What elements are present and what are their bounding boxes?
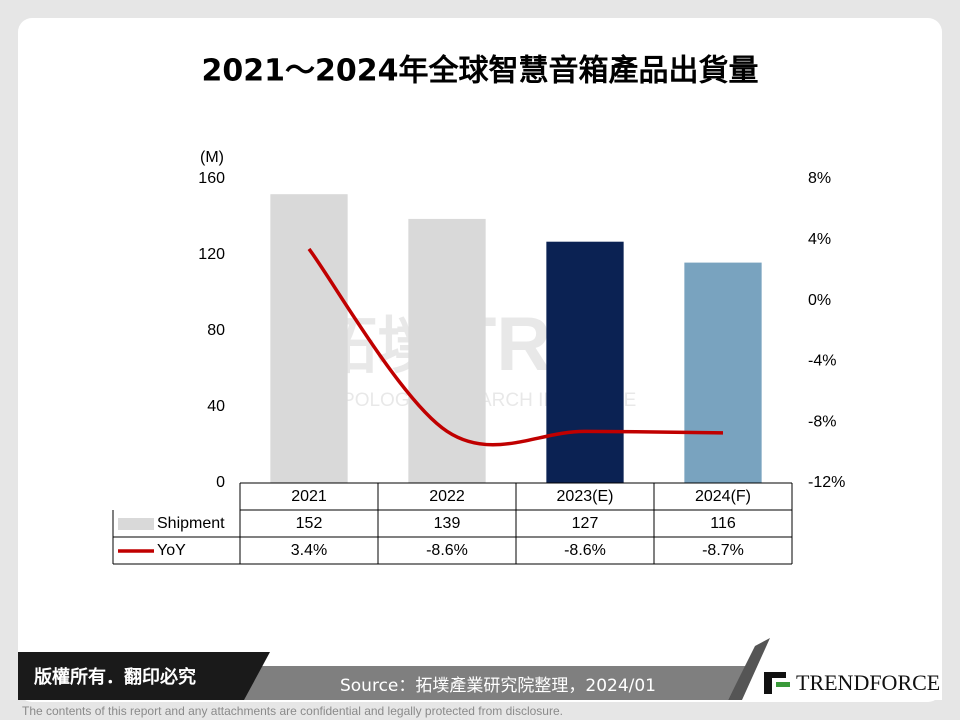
legend-label: Shipment bbox=[157, 515, 225, 532]
bar bbox=[546, 241, 624, 483]
y2-tick-label: 0% bbox=[808, 292, 831, 309]
y-tick-label: 80 bbox=[207, 322, 225, 339]
table-value: -8.6% bbox=[564, 542, 606, 559]
bar bbox=[684, 262, 762, 483]
table-value: 152 bbox=[296, 515, 323, 532]
table-value: 116 bbox=[710, 515, 736, 532]
brand-logo: TRENDFORCE bbox=[764, 670, 940, 695]
chart-title: 2021～2024年全球智慧音箱產品出貨量 bbox=[202, 54, 759, 89]
disclaimer: The contents of this report and any atta… bbox=[22, 704, 563, 718]
source: Source：拓墣產業研究院整理，2024/01 bbox=[340, 676, 656, 696]
plot: 0 40 80 120 160 -12% -8% -4% 0% 4% 8% 2021 2022 2023(… bbox=[112, 170, 845, 565]
legend-label: YoY bbox=[157, 542, 186, 559]
x-tick-label: 2023(E) bbox=[557, 488, 614, 505]
y-tick-label: 120 bbox=[198, 246, 225, 263]
y2-tick-label: 4% bbox=[808, 231, 831, 248]
bar bbox=[270, 194, 348, 483]
logo-stripe bbox=[728, 638, 770, 700]
y2-tick-label: -12% bbox=[808, 474, 845, 491]
legend-swatch bbox=[118, 518, 154, 530]
line bbox=[307, 247, 724, 447]
copyright-band bbox=[18, 652, 270, 700]
y-tick-label: 0 bbox=[216, 474, 225, 491]
copyright: 版權所有．翻印必究 bbox=[34, 666, 196, 688]
y-tick-label: 40 bbox=[207, 398, 225, 415]
x-tick-label: 2024(F) bbox=[695, 488, 751, 505]
table-value: -8.7% bbox=[702, 542, 744, 559]
table-value: -8.6% bbox=[426, 542, 468, 559]
y-tick-label: 160 bbox=[198, 170, 225, 187]
table-value: 127 bbox=[572, 515, 599, 532]
table-value: 139 bbox=[434, 515, 461, 532]
logo-icon bbox=[764, 672, 772, 694]
logo-icon bbox=[764, 672, 786, 678]
y2-tick-label: -4% bbox=[808, 353, 836, 370]
y-unit: (M) bbox=[200, 149, 224, 166]
y2-tick-label: 8% bbox=[808, 170, 831, 187]
brand: TRENDFORCE bbox=[796, 670, 940, 695]
logo-icon bbox=[776, 682, 790, 687]
x-tick-label: 2021 bbox=[291, 488, 327, 505]
table-value: 3.4% bbox=[291, 542, 327, 559]
bar bbox=[408, 218, 486, 483]
y2-tick-label: -8% bbox=[808, 413, 836, 430]
x-tick-label: 2022 bbox=[429, 488, 465, 505]
